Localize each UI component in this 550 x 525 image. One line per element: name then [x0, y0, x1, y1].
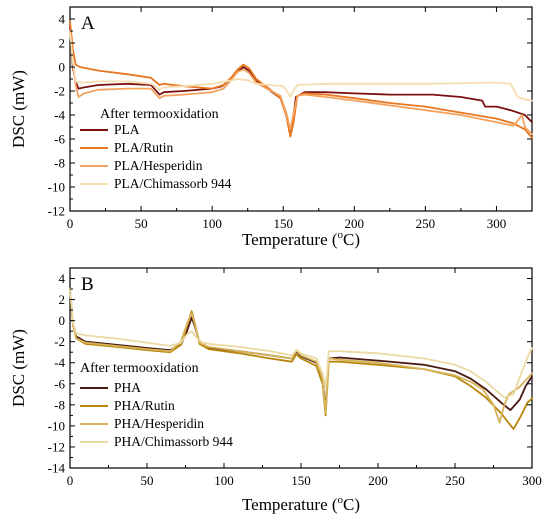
x-tick-label: 50: [141, 473, 154, 488]
y-tick-label: -10: [48, 418, 65, 433]
plot-frame: [69, 6, 533, 212]
x-tick-label: 200: [345, 216, 365, 231]
x-tick-label: 0: [67, 473, 74, 488]
degree-sup: o: [338, 494, 344, 506]
y-tick-label: 2: [59, 292, 66, 307]
x-tick-label: 250: [416, 216, 436, 231]
y-tick-label: 4: [59, 12, 66, 27]
x-axis-title-prefix: Temperature (: [242, 495, 338, 514]
x-tick-label: 150: [273, 216, 293, 231]
legend-entry: PLA: [114, 122, 140, 137]
series-line-2: [69, 288, 533, 424]
panel-b: 0 50 100 150 200 250 300 4 2 0 -2 -4 -6 -8 -10 -12 -14 B T…: [9, 267, 542, 514]
x-axis-title-suffix: C): [343, 230, 360, 249]
degree-sup: o: [338, 229, 344, 241]
y-tick-label: -8: [54, 397, 65, 412]
x-tick-label: 300: [487, 216, 507, 231]
x-tick-label: 250: [445, 473, 465, 488]
y-tick-label: -12: [48, 439, 65, 454]
y-tick-label: 4: [59, 271, 66, 286]
panel-a: 0 50 100 150 200 250 300 4 2 0 -2 -4 -6 -8 -10 -12 A Temp…: [9, 6, 533, 249]
legend-entry: PHA/Rutin: [114, 398, 175, 413]
legend-title: After termooxidation: [80, 361, 199, 376]
x-axis-title: Temperature (oC): [242, 229, 360, 249]
panel-label: A: [81, 13, 95, 34]
legend-title: After termooxidation: [100, 107, 219, 122]
y-tick-label: -4: [54, 108, 65, 123]
x-axis-title-prefix: Temperature (: [242, 230, 338, 249]
y-tick-label: -6: [54, 132, 65, 147]
y-tick-label: -10: [48, 180, 65, 195]
x-tick-label: 200: [368, 473, 388, 488]
legend: After termooxidation PHA PHA/Rutin PHA/Hesp…: [80, 361, 233, 449]
y-axis-title: DSC (mW): [9, 329, 28, 407]
x-axis-title-suffix: C): [343, 495, 360, 514]
series-group: [69, 20, 533, 139]
y-tick-label: -6: [54, 376, 65, 391]
series-group: [69, 288, 533, 430]
y-tick-label: -14: [48, 461, 66, 476]
y-tick-label: 0: [59, 60, 66, 75]
series-line-2: [69, 30, 533, 136]
series-line-3: [69, 288, 533, 399]
y-tick-label: -2: [54, 84, 65, 99]
y-tick-label: 2: [59, 36, 66, 51]
x-tick-label: 50: [135, 216, 148, 231]
legend-entry: PLA/Hesperidin: [114, 158, 203, 173]
legend-entry: PHA/Chimassorb 944: [114, 434, 233, 449]
y-tick-label: -2: [54, 334, 65, 349]
y-tick-label: -4: [54, 355, 65, 370]
x-tick-label: 300: [522, 473, 542, 488]
x-tick-label: 0: [67, 216, 74, 231]
x-tick-label: 100: [214, 473, 234, 488]
series-line-3: [69, 30, 533, 102]
y-tick-label: 0: [59, 313, 66, 328]
y-tick-label: -8: [54, 156, 65, 171]
x-tick-label: 150: [291, 473, 311, 488]
x-tick-label: 100: [202, 216, 222, 231]
legend-entry: PHA: [114, 380, 141, 395]
y-axis-title: DSC (mW): [9, 70, 28, 148]
panel-label: B: [81, 274, 94, 295]
legend-entry: PLA/Rutin: [114, 140, 174, 155]
legend-entry: PHA/Hesperidin: [114, 416, 204, 431]
y-tick-label: -12: [48, 204, 65, 219]
legend-entry: PLA/Chimassorb 944: [114, 176, 232, 191]
series-line-1: [69, 288, 533, 430]
x-axis-title: Temperature (oC): [242, 494, 360, 514]
series-line-1: [69, 20, 533, 139]
